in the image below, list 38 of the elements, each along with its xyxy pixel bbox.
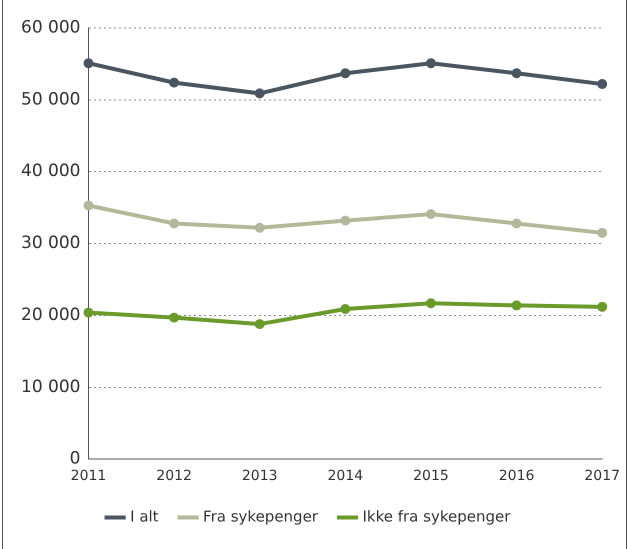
x-tick-label: 2013 bbox=[242, 468, 278, 484]
legend-label: Fra sykepenger bbox=[203, 507, 319, 526]
point bbox=[512, 300, 522, 310]
point bbox=[83, 200, 94, 211]
point bbox=[83, 308, 94, 318]
point bbox=[426, 209, 436, 220]
point bbox=[169, 78, 180, 88]
point bbox=[597, 79, 608, 90]
y-tick-label: 30 000 bbox=[21, 233, 80, 254]
point bbox=[597, 302, 608, 312]
point bbox=[512, 68, 522, 78]
y-tick-label: 20 000 bbox=[21, 304, 80, 325]
point bbox=[340, 304, 350, 314]
point bbox=[254, 222, 265, 233]
x-tick-label: 2015 bbox=[413, 468, 449, 484]
y-tick-label: 50 000 bbox=[21, 89, 80, 110]
point bbox=[426, 298, 436, 308]
y-tick-label: 0 bbox=[70, 448, 80, 469]
x-tick-label: 2016 bbox=[498, 468, 534, 484]
legend-label: I alt bbox=[130, 507, 159, 526]
point bbox=[597, 228, 608, 238]
legend-label: Ikke fra sykepenger bbox=[362, 507, 512, 526]
x-tick-label: 2012 bbox=[156, 468, 192, 484]
point bbox=[254, 319, 265, 330]
point bbox=[426, 58, 436, 68]
y-tick-label: 40 000 bbox=[21, 161, 80, 182]
y-tick-label: 60 000 bbox=[21, 17, 80, 38]
x-tick-label: 2014 bbox=[328, 468, 364, 484]
point bbox=[169, 218, 180, 228]
point bbox=[169, 312, 180, 323]
point bbox=[83, 58, 94, 68]
point bbox=[254, 88, 265, 98]
x-tick-label: 2017 bbox=[584, 468, 620, 484]
point bbox=[340, 68, 350, 78]
point bbox=[512, 218, 522, 228]
x-tick-label: 2011 bbox=[70, 468, 106, 484]
y-tick-label: 10 000 bbox=[21, 376, 80, 397]
point bbox=[340, 216, 350, 226]
